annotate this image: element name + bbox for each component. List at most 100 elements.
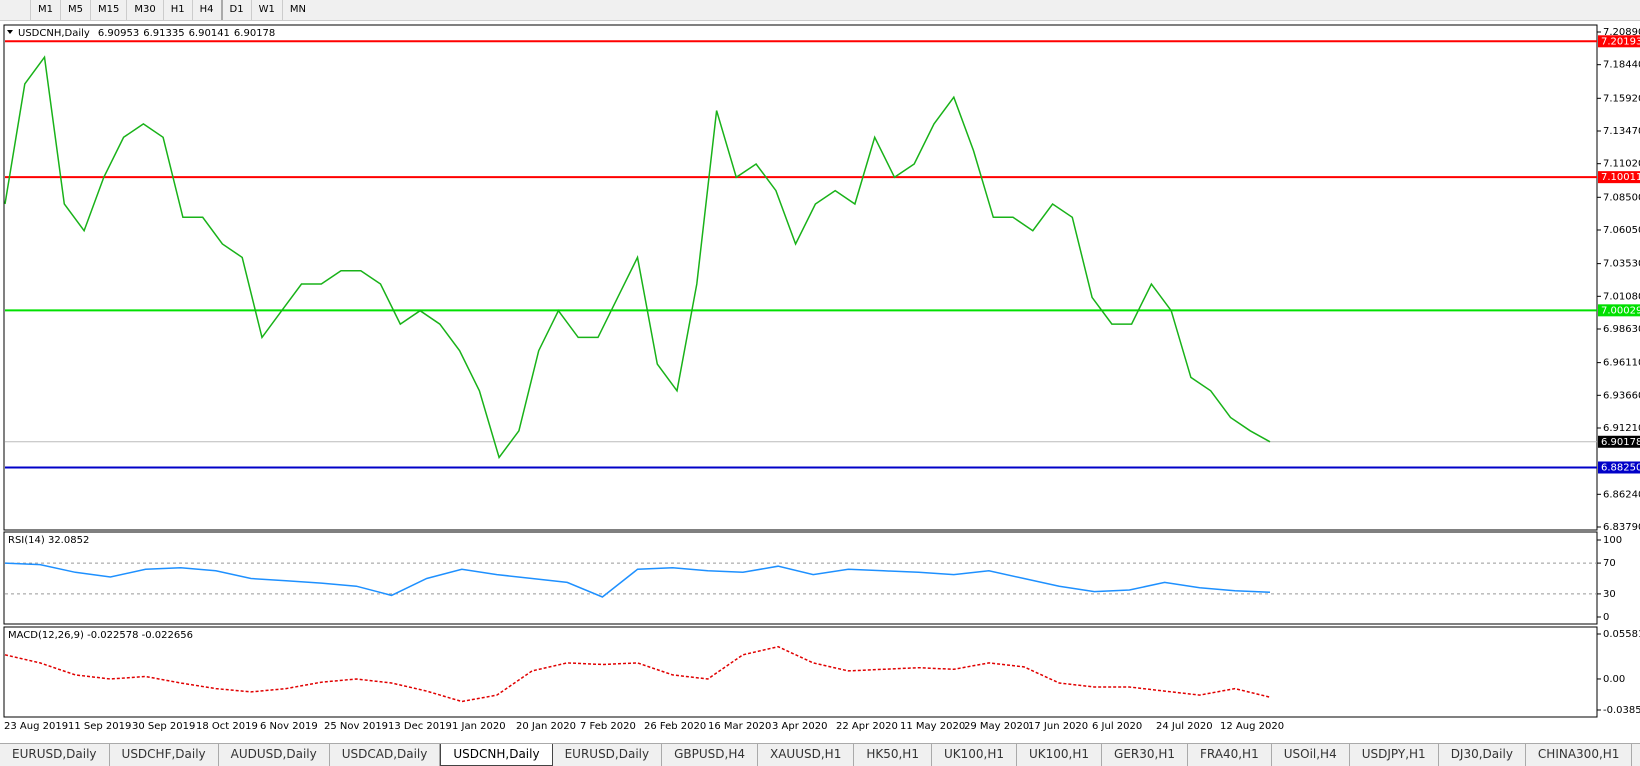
- series-line: [4, 562, 1271, 598]
- timeframe-button[interactable]: M15: [90, 0, 126, 20]
- x-tick-label: 20 Jan 2020: [516, 721, 576, 732]
- level-label-box: [1598, 435, 1640, 448]
- series-line: [4, 645, 1271, 703]
- timeframe-button[interactable]: M30: [126, 0, 162, 20]
- panel-title: USDCNH,Daily 6.90953 6.91335 6.90141 6.90178: [18, 28, 275, 39]
- chart-tab[interactable]: USDCHF,Daily: [110, 744, 219, 766]
- x-tick-label: 25 Nov 2019: [324, 721, 388, 732]
- y-tick-label: 7.20890: [1603, 27, 1640, 38]
- timeframe-button[interactable]: D1: [220, 0, 251, 20]
- collapse-arrow: [7, 30, 13, 34]
- y-tick-label: 6.86240: [1603, 489, 1640, 500]
- y-tick-label: 6.96110: [1603, 358, 1640, 369]
- x-tick-label: 18 Oct 2019: [196, 721, 258, 732]
- x-tick-label: 26 Feb 2020: [644, 721, 706, 732]
- level-label-box: [1598, 304, 1640, 317]
- x-tick-label: 12 Aug 2020: [1220, 721, 1284, 732]
- timeframe-toolbar: M1 M5 M15 M30 H1 H4 D1 W1 MN: [0, 0, 1640, 21]
- level-label-box: [1598, 35, 1640, 48]
- chart-tab[interactable]: HK50,H1: [854, 744, 932, 766]
- y-tick-label: 30: [1603, 589, 1616, 600]
- chart-tabs: EURUSD,Daily USDCHF,Daily AUDUSD,Daily USDC…: [0, 743, 1640, 766]
- panel-frame: [3, 626, 1598, 718]
- x-tick-label: 3 Apr 2020: [772, 721, 827, 732]
- level-label: 7.00029: [1601, 305, 1640, 316]
- chart-tab[interactable]: GER30,H1: [1102, 744, 1188, 766]
- x-tick-label: 23 Aug 2019: [4, 721, 68, 732]
- x-tick-label: 6 Jul 2020: [1092, 721, 1142, 732]
- title-text: USDCNH,Daily: [18, 28, 90, 39]
- y-tick-label: 7.15920: [1603, 93, 1640, 104]
- timeframe-button[interactable]: H4: [191, 0, 221, 20]
- panel-frame: [3, 24, 1598, 531]
- panel-frame: [3, 531, 1598, 625]
- y-tick-label: 7.18440: [1603, 60, 1640, 71]
- chart-tab[interactable]: UK100,H1: [932, 744, 1017, 766]
- y-tick-label: 6.83790: [1603, 522, 1640, 533]
- chart-tab[interactable]: UK100,H1: [1017, 744, 1103, 766]
- title-text: RSI(14) 32.0852: [8, 535, 89, 546]
- y-tick-label: 7.13470: [1603, 126, 1640, 137]
- timeframe-button[interactable]: M5: [60, 0, 90, 20]
- timeframe-button[interactable]: W1: [250, 0, 282, 20]
- level-label: 6.90178: [1601, 437, 1640, 448]
- y-tick-label: 0.05581: [1603, 629, 1640, 640]
- x-tick-label: 30 Sep 2019: [132, 721, 195, 732]
- level-label: 6.88250: [1601, 462, 1640, 473]
- panel-title: MACD(12,26,9) -0.022578 -0.022656: [8, 630, 193, 641]
- level-label: 7.10011: [1601, 172, 1640, 183]
- y-tick-label: 7.01080: [1603, 291, 1640, 302]
- y-tick-label: 7.06050: [1603, 225, 1640, 236]
- x-tick-label: 11 May 2020: [900, 721, 965, 732]
- x-tick-label: 24 Jul 2020: [1156, 721, 1213, 732]
- ohlc-value: 6.91335: [143, 28, 184, 39]
- chart-tab[interactable]: GBPUSD,H4: [662, 744, 758, 766]
- chart-tab[interactable]: USOil,H1: [1632, 744, 1640, 766]
- timeframe-button[interactable]: M1: [30, 0, 60, 20]
- ohlc-value: 6.90141: [189, 28, 230, 39]
- x-tick-label: 17 Jun 2020: [1028, 721, 1088, 732]
- x-tick-label: 1 Jan 2020: [452, 721, 506, 732]
- chart-tab[interactable]: USDJPY,H1: [1350, 744, 1439, 766]
- chart-tab[interactable]: AUDUSD,Daily: [219, 744, 330, 766]
- chart-tab[interactable]: USDCAD,Daily: [330, 744, 441, 766]
- y-tick-label: 6.91210: [1603, 423, 1640, 434]
- timeframe-button[interactable]: H1: [162, 0, 192, 20]
- timeframe-button[interactable]: MN: [281, 0, 313, 20]
- panel-title: RSI(14) 32.0852: [8, 535, 89, 546]
- chart-tab[interactable]: USOil,H4: [1272, 744, 1350, 766]
- level-label-box: [1598, 461, 1640, 474]
- y-tick-label: 0: [1603, 612, 1609, 623]
- y-tick-label: 70: [1603, 558, 1616, 569]
- level-label-box: [1598, 171, 1640, 184]
- x-tick-label: 11 Sep 2019: [68, 721, 131, 732]
- chart-tab[interactable]: EURUSD,Daily: [553, 744, 663, 766]
- chart-tab[interactable]: FRA40,H1: [1188, 744, 1272, 766]
- chart-tab[interactable]: DJ30,Daily: [1439, 744, 1526, 766]
- y-tick-label: 6.98630: [1603, 324, 1640, 335]
- chart-tab[interactable]: USDCNH,Daily: [440, 744, 553, 766]
- y-tick-label: 100: [1603, 535, 1622, 546]
- series-line: [4, 55, 1271, 460]
- ohlc-value: 6.90953: [98, 28, 139, 39]
- chart-tab[interactable]: CHINA300,H1: [1526, 744, 1633, 766]
- ohlc-value: 6.90178: [234, 28, 275, 39]
- level-label: 7.20193: [1601, 36, 1640, 47]
- y-tick-label: 7.03530: [1603, 259, 1640, 270]
- y-tick-label: -0.03852: [1603, 705, 1640, 716]
- chart-tab[interactable]: XAUUSD,H1: [758, 744, 855, 766]
- y-tick-label: 7.08500: [1603, 192, 1640, 203]
- x-tick-label: 7 Feb 2020: [580, 721, 636, 732]
- title-text: MACD(12,26,9) -0.022578 -0.022656: [8, 630, 193, 641]
- y-tick-label: 7.11020: [1603, 159, 1640, 170]
- y-tick-label: 0.00: [1603, 674, 1625, 685]
- x-tick-label: 22 Apr 2020: [836, 721, 898, 732]
- chart-tab[interactable]: EURUSD,Daily: [0, 744, 110, 766]
- x-tick-label: 29 May 2020: [964, 721, 1029, 732]
- x-tick-label: 13 Dec 2019: [388, 721, 452, 732]
- y-tick-label: 6.93660: [1603, 390, 1640, 401]
- x-tick-label: 16 Mar 2020: [708, 721, 771, 732]
- x-tick-label: 6 Nov 2019: [260, 721, 318, 732]
